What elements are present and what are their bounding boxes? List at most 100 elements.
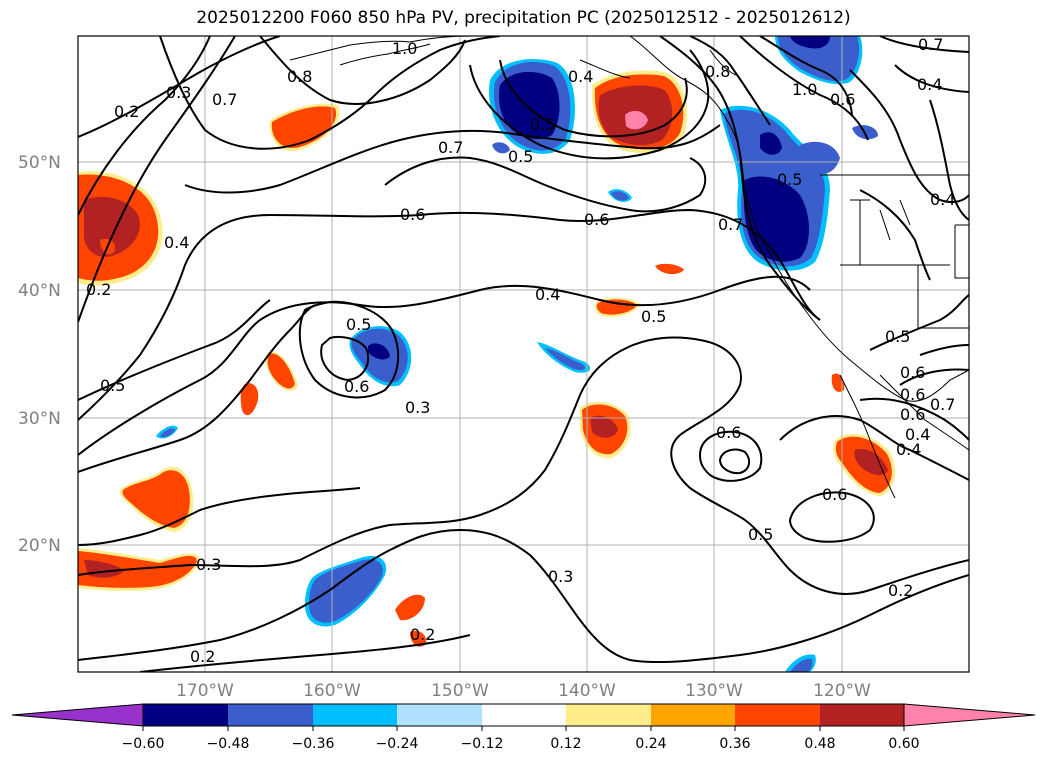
contour-line (78, 528, 969, 664)
contour-line (78, 336, 969, 595)
colorbar-tick-label: 0.48 (804, 736, 835, 752)
colorbar-tick-label: 0.24 (635, 736, 666, 752)
contour-line (788, 491, 875, 543)
precip-positive-region (271, 106, 337, 149)
contour-label: 0.5 (885, 327, 910, 346)
precip-strong-region (760, 132, 782, 155)
precip-positive-region (267, 353, 295, 389)
colorbar-segment (566, 704, 651, 726)
contour-label: 0.6 (822, 485, 847, 504)
precip-positive-region (410, 630, 427, 647)
precip-strong-region (790, 36, 830, 49)
colorbar-tick-label: −0.48 (207, 736, 250, 752)
contour-line (139, 634, 471, 672)
contour-label: 0.2 (410, 625, 435, 644)
contour-line (78, 299, 271, 401)
precip-strong-region (368, 343, 390, 360)
contour-line (849, 69, 969, 204)
contour-line (78, 36, 281, 138)
contour-label: 0.4 (164, 233, 189, 252)
contour-line (78, 487, 361, 546)
contour-label: 0.7 (918, 35, 943, 54)
contour-line (899, 368, 969, 386)
contour-label: 0.4 (535, 285, 560, 304)
contour-label: 0.4 (568, 67, 593, 86)
contour-line (894, 64, 969, 93)
contour-label: 0.4 (917, 75, 942, 94)
colorbar-tick-label: 0.12 (550, 736, 581, 752)
lon-label: 140°W (558, 681, 616, 701)
contour-label: 0.5 (777, 170, 802, 189)
plot-frame (77, 35, 970, 673)
contour-label: 1.0 (792, 80, 817, 99)
colorbar-tick-label: −0.36 (292, 736, 335, 752)
contour-line (689, 36, 771, 126)
lat-label: 30°N (18, 409, 61, 429)
precip-max-region (625, 110, 648, 130)
precip-positive-region (240, 383, 259, 416)
precip-negative-region (492, 142, 510, 154)
colorbar-segment (397, 704, 482, 726)
contour-line (698, 430, 763, 482)
precip-negative-region (799, 141, 840, 175)
contour-line (184, 124, 721, 194)
contour-line (859, 397, 969, 441)
contour-label: 0.5 (100, 376, 125, 395)
contour-line (298, 300, 400, 399)
colorbar-tick-label: −0.12 (461, 736, 504, 752)
contour-label: 0.7 (930, 395, 955, 414)
contour-label: 0.6 (400, 205, 425, 224)
contour-label: 0.5 (748, 525, 773, 544)
contour-label: 0.6 (716, 423, 741, 442)
contour-line (718, 448, 751, 475)
contour-label: 0.4 (930, 190, 955, 209)
contour-line (499, 59, 688, 138)
precip-strong-region (498, 71, 560, 140)
contour-label: 0.7 (718, 215, 743, 234)
contour-label: 0.5 (641, 307, 666, 326)
contour-line (384, 156, 707, 213)
colorbar-tick-label: −0.60 (122, 736, 165, 752)
latitude-labels: 50°N 40°N 30°N 20°N (18, 153, 61, 556)
lon-label: 160°W (303, 681, 361, 701)
contour-line (259, 36, 466, 105)
contour-line (759, 36, 853, 116)
contour-line (78, 208, 821, 421)
contour-line (78, 304, 316, 473)
contour-line (320, 335, 370, 382)
precip-strong-region (854, 449, 888, 476)
precip-positive-region (596, 299, 637, 315)
contour-line (78, 36, 236, 323)
precip-negative-region (611, 191, 629, 201)
colorbar: −0.60 −0.48 −0.36 −0.24 −0.12 0.12 0.24 … (11, 703, 1036, 752)
contour-line (78, 36, 211, 216)
lon-label: 130°W (685, 681, 743, 701)
contour-label: 0.6 (900, 363, 925, 382)
contour-label: 0.5 (530, 115, 555, 134)
contour-label: 1.0 (392, 39, 417, 58)
contour-label: 0.2 (86, 280, 111, 299)
colorbar-segment (228, 704, 313, 726)
precip-strong-region (590, 415, 618, 438)
precip-negative-region (778, 36, 860, 82)
contour-line (779, 415, 969, 481)
precip-negative-region (545, 348, 586, 371)
precip-negative-region (309, 559, 383, 623)
contour-label: 0.3 (548, 567, 573, 586)
contour-label: 0.7 (438, 138, 463, 157)
precip-negative-region (790, 658, 813, 672)
contour-label: 0.2 (888, 581, 913, 600)
precip-strong-region (84, 196, 140, 257)
colorbar-segment (820, 704, 904, 726)
contour-label: 0.5 (346, 315, 371, 334)
precip-positive-region (395, 594, 425, 621)
coastlines (289, 36, 969, 499)
contour-label: 0.6 (900, 385, 925, 404)
contour-label: 0.6 (830, 90, 855, 109)
contour-label: 0.8 (287, 67, 312, 86)
contour-label: 0.3 (196, 555, 221, 574)
lat-label: 50°N (18, 153, 61, 173)
lon-label: 120°W (813, 681, 871, 701)
pv-contours (78, 36, 969, 672)
